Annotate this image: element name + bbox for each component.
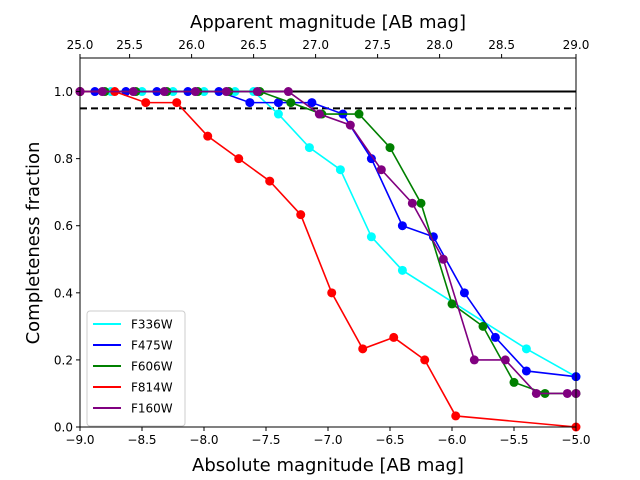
legend: F336W F475W F606W F814W F160W: [86, 310, 186, 427]
data-point-f475w: [273, 98, 283, 108]
data-point-f606w: [509, 377, 519, 387]
legend-label: F160W: [131, 402, 173, 416]
top-x-tick-label: 26.0: [178, 38, 205, 52]
data-point-f814w: [296, 210, 306, 220]
x-tick-label: −7.5: [251, 433, 280, 447]
data-point-f160w: [500, 355, 510, 365]
data-point-f475w: [459, 288, 469, 298]
data-point-f475w: [521, 366, 531, 376]
data-point-f336w: [335, 165, 345, 175]
x-tick-label: −6.0: [437, 433, 466, 447]
data-point-f336w: [366, 232, 376, 242]
data-point-f475w: [307, 98, 317, 108]
data-point-f160w: [221, 87, 231, 97]
data-point-f160w: [438, 254, 448, 264]
data-point-f475w: [490, 332, 500, 342]
data-point-f160w: [407, 198, 417, 208]
legend-label: F606W: [131, 360, 173, 374]
y-tick-label: 1.0: [54, 85, 73, 99]
data-point-f160w: [283, 87, 293, 97]
data-point-f160w: [531, 388, 541, 398]
series-layer: [75, 87, 581, 432]
legend-item-f814w: F814W: [93, 381, 173, 395]
data-point-f336w: [397, 265, 407, 275]
legend-item-f160w: F160W: [93, 402, 173, 416]
legend-label: F814W: [131, 381, 173, 395]
data-point-f475w: [397, 221, 407, 231]
y-tick-label: 0.4: [54, 286, 73, 300]
x-axis-label: Absolute magnitude [AB mag]: [192, 455, 464, 476]
data-point-f814w: [327, 288, 337, 298]
data-point-f814w: [358, 344, 368, 354]
data-point-f160w: [252, 87, 262, 97]
data-point-f606w: [416, 198, 426, 208]
x-tick-label: −8.5: [127, 433, 156, 447]
top-x-tick-label: 29.0: [563, 38, 590, 52]
left-axis-ticks: 0.0 0.2 0.4 0.6 0.8 1.0: [54, 85, 80, 435]
data-point-f160w: [128, 87, 138, 97]
data-point-f606w: [354, 109, 364, 119]
data-point-f160w: [97, 87, 107, 97]
data-point-f160w: [159, 87, 169, 97]
data-point-f814w: [389, 332, 399, 342]
data-point-f606w: [447, 299, 457, 309]
data-point-f814w: [234, 154, 244, 164]
data-point-f814w: [141, 98, 151, 108]
top-x-tick-label: 28.5: [488, 38, 515, 52]
data-point-f814w: [420, 355, 430, 365]
top-axis-ticks: 25.0 25.5 26.0 26.5 27.0 27.5 28.0 28.5 29.0: [67, 38, 590, 58]
data-point-f475w: [245, 98, 255, 108]
y-tick-label: 0.0: [54, 421, 73, 435]
x-tick-label: −9.0: [65, 433, 94, 447]
legend-item-f336w: F336W: [93, 318, 173, 332]
data-point-f160w: [345, 120, 355, 130]
data-point-f160w: [190, 87, 200, 97]
x-tick-label: −8.0: [189, 433, 218, 447]
x-tick-label: −5.5: [499, 433, 528, 447]
series-line-f814w: [80, 90, 577, 428]
y-tick-label: 0.2: [54, 353, 73, 367]
legend-label: F475W: [131, 339, 173, 353]
y-tick-label: 0.6: [54, 219, 73, 233]
data-point-f336w: [304, 143, 314, 153]
data-point-f336w: [521, 344, 531, 354]
top-x-tick-label: 25.0: [67, 38, 94, 52]
bottom-axis-ticks: −9.0 −8.5 −8.0 −7.5 −7.0 −6.5 −6.0 −5.5 −5.0: [65, 427, 591, 447]
data-point-f814w: [265, 176, 275, 186]
legend-item-f606w: F606W: [93, 360, 173, 374]
top-x-axis-label: Apparent magnitude [AB mag]: [190, 12, 466, 33]
data-point-f606w: [385, 143, 395, 153]
y-tick-label: 0.8: [54, 152, 73, 166]
x-tick-label: −7.0: [313, 433, 342, 447]
top-x-tick-label: 27.0: [302, 38, 329, 52]
legend-item-f475w: F475W: [93, 339, 173, 353]
x-tick-label: −5.0: [561, 433, 590, 447]
top-x-tick-label: 26.5: [240, 38, 267, 52]
data-point-f606w: [286, 98, 296, 108]
data-point-f160w: [314, 109, 324, 119]
data-point-f814w: [451, 411, 461, 421]
y-axis-label: Completeness fraction: [23, 142, 44, 345]
data-point-f336w: [273, 109, 283, 119]
top-x-tick-label: 25.5: [116, 38, 143, 52]
data-point-f475w: [366, 154, 376, 164]
series-line-f160w: [80, 90, 576, 395]
data-point-f606w: [478, 321, 488, 331]
legend-label: F336W: [131, 318, 173, 332]
top-x-tick-label: 27.5: [364, 38, 391, 52]
top-x-tick-label: 28.0: [426, 38, 453, 52]
data-point-f160w: [469, 355, 479, 365]
data-point-f814w: [203, 131, 213, 141]
legend-box: [86, 310, 186, 427]
data-point-f160w: [376, 165, 386, 175]
data-point-f160w: [562, 388, 572, 398]
data-point-f814w: [172, 98, 182, 108]
series-f160w: [75, 87, 581, 398]
x-tick-label: −6.5: [375, 433, 404, 447]
